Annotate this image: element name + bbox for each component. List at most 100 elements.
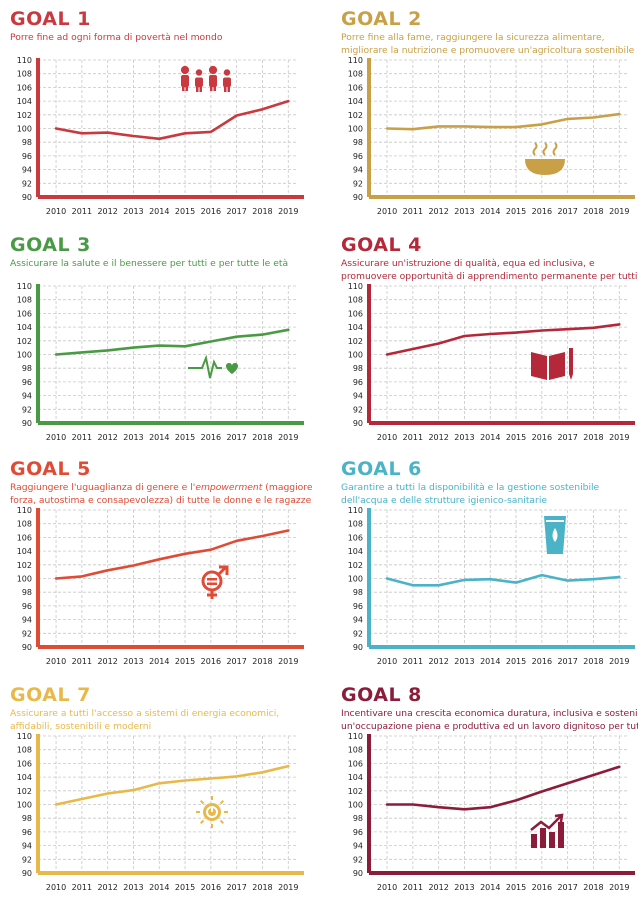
sun-ray <box>199 819 205 825</box>
person-head <box>208 65 218 75</box>
y-tick-label: 96 <box>22 828 32 837</box>
goal-panel: GOAL 7 Assicurare a tutti l'accesso a sis… <box>10 684 320 899</box>
goal-subtitle-line-1: Porre fine ad ogni forma di povertà nel … <box>10 32 223 43</box>
water-glass-icon <box>544 516 566 554</box>
goal-title: GOAL 8 <box>341 684 422 706</box>
book-right-page <box>549 352 565 380</box>
y-tick-label: 108 <box>348 746 363 755</box>
goal-panel: GOAL 5 Raggiungere l'uguaglianza di gener… <box>10 458 320 673</box>
goal-subtitle-line-1: Raggiungere l'uguaglianza di genere e l'… <box>10 482 313 495</box>
x-tick-label: 2019 <box>278 207 298 216</box>
goal-subtitle: Assicurare la salute e il benessere per … <box>10 258 310 271</box>
goal-subtitle-line-1: Garantire a tutti la disponibilità e la … <box>341 482 600 493</box>
goal-title: GOAL 6 <box>341 458 422 480</box>
x-tick-label: 2012 <box>97 207 117 216</box>
goal-subtitle: Assicurare a tutti l'accesso a sistemi d… <box>10 708 310 733</box>
y-tick-label: 90 <box>22 419 32 428</box>
line-chart: 90 92 94 96 98 100 102 104 106 108 110 2010 2011 2012… <box>348 732 635 892</box>
y-tick-label: 94 <box>22 616 32 625</box>
x-tick-label: 2017 <box>226 433 246 442</box>
subtitle-emphasis: empowerment <box>195 482 263 493</box>
goal-subtitle-line-2: promuovere opportunità di apprendimento … <box>341 270 638 282</box>
sun-power-icon <box>196 796 228 828</box>
y-tick-label: 108 <box>17 520 32 529</box>
goal-title: GOAL 7 <box>10 684 91 706</box>
x-tick-label: 2015 <box>175 883 195 892</box>
y-tick-label: 92 <box>353 629 363 638</box>
equals-top <box>207 578 217 581</box>
y-tick-label: 94 <box>22 166 32 175</box>
x-tick-label: 2013 <box>454 657 474 666</box>
series-line <box>54 529 290 580</box>
equals-bottom <box>207 582 217 585</box>
line-chart: 90 92 94 96 98 100 102 104 106 108 110 2010 2011 2012… <box>17 282 304 442</box>
x-tick-label: 2017 <box>226 207 246 216</box>
x-tick-label: 2016 <box>532 207 552 216</box>
y-tick-label: 90 <box>353 419 363 428</box>
x-tick-label: 2017 <box>226 657 246 666</box>
x-tick-label: 2016 <box>532 657 552 666</box>
y-tick-label: 98 <box>353 814 363 823</box>
y-tick-label: 90 <box>22 643 32 652</box>
goal-panel: GOAL 1 Porre fine ad ogni forma di povert… <box>10 8 320 223</box>
x-tick-label: 2010 <box>377 433 397 442</box>
goal-panel: GOAL 8 Incentivare una crescita economica… <box>341 684 638 899</box>
gender-equality-icon <box>201 565 229 599</box>
y-tick-label: 110 <box>348 56 363 65</box>
x-tick-label: 2019 <box>609 883 629 892</box>
x-tick-label: 2015 <box>506 433 526 442</box>
bowl-shape <box>525 159 565 175</box>
y-tick-label: 102 <box>17 787 32 796</box>
steam-line <box>542 142 548 156</box>
glass-rim <box>546 520 564 522</box>
x-tick-label: 2013 <box>123 433 143 442</box>
x-tick-label: 2013 <box>454 433 474 442</box>
person-leg <box>182 85 185 91</box>
x-tick-label: 2017 <box>557 433 577 442</box>
person-leg <box>213 85 216 91</box>
y-tick-label: 90 <box>353 869 363 878</box>
y-tick-label: 108 <box>348 520 363 529</box>
goal-title: GOAL 2 <box>341 8 422 30</box>
y-tick-label: 96 <box>353 152 363 161</box>
y-tick-label: 94 <box>353 616 363 625</box>
y-tick-label: 98 <box>353 138 363 147</box>
series-line <box>54 99 290 141</box>
x-tick-label: 2015 <box>175 433 195 442</box>
line-chart: 90 92 94 96 98 100 102 104 106 108 110 2010 2011 2012… <box>348 282 635 442</box>
x-tick-label: 2016 <box>532 433 552 442</box>
x-tick-label: 2014 <box>149 657 169 666</box>
y-tick-label: 98 <box>353 364 363 373</box>
y-tick-label: 92 <box>22 179 32 188</box>
x-tick-label: 2015 <box>175 657 195 666</box>
y-tick-label: 96 <box>22 602 32 611</box>
growth-bar <box>558 822 564 848</box>
x-tick-label: 2010 <box>46 657 66 666</box>
y-tick-label: 96 <box>353 602 363 611</box>
line-chart: 90 92 94 96 98 100 102 104 106 108 110 2010 2011 2012… <box>348 506 635 666</box>
y-tick-label: 106 <box>348 759 363 768</box>
y-tick-label: 104 <box>348 773 363 782</box>
goal-subtitle-line-2: dell'acqua e delle strutture igienico-sa… <box>341 494 548 506</box>
x-tick-label: 2015 <box>506 883 526 892</box>
y-tick-label: 106 <box>17 83 32 92</box>
x-tick-label: 2017 <box>226 883 246 892</box>
growth-bar <box>531 834 537 848</box>
x-tick-label: 2014 <box>480 433 500 442</box>
x-tick-label: 2013 <box>454 883 474 892</box>
pencil-tip <box>569 374 573 380</box>
y-tick-label: 100 <box>348 801 363 810</box>
x-tick-label: 2016 <box>201 207 221 216</box>
x-tick-label: 2015 <box>506 657 526 666</box>
x-tick-label: 2010 <box>46 207 66 216</box>
person-body <box>195 77 203 87</box>
y-tick-label: 102 <box>17 337 32 346</box>
goal-subtitle-line-2: un'occupazione piena e produttiva ed un … <box>341 720 638 732</box>
x-tick-label: 2012 <box>428 207 448 216</box>
y-tick-label: 94 <box>353 166 363 175</box>
x-tick-label: 2014 <box>480 657 500 666</box>
x-tick-label: 2016 <box>201 433 221 442</box>
series-line <box>385 112 621 131</box>
goal-subtitle-line-1: Assicurare a tutti l'accesso a sistemi d… <box>10 708 280 719</box>
sun-ray <box>219 799 225 805</box>
